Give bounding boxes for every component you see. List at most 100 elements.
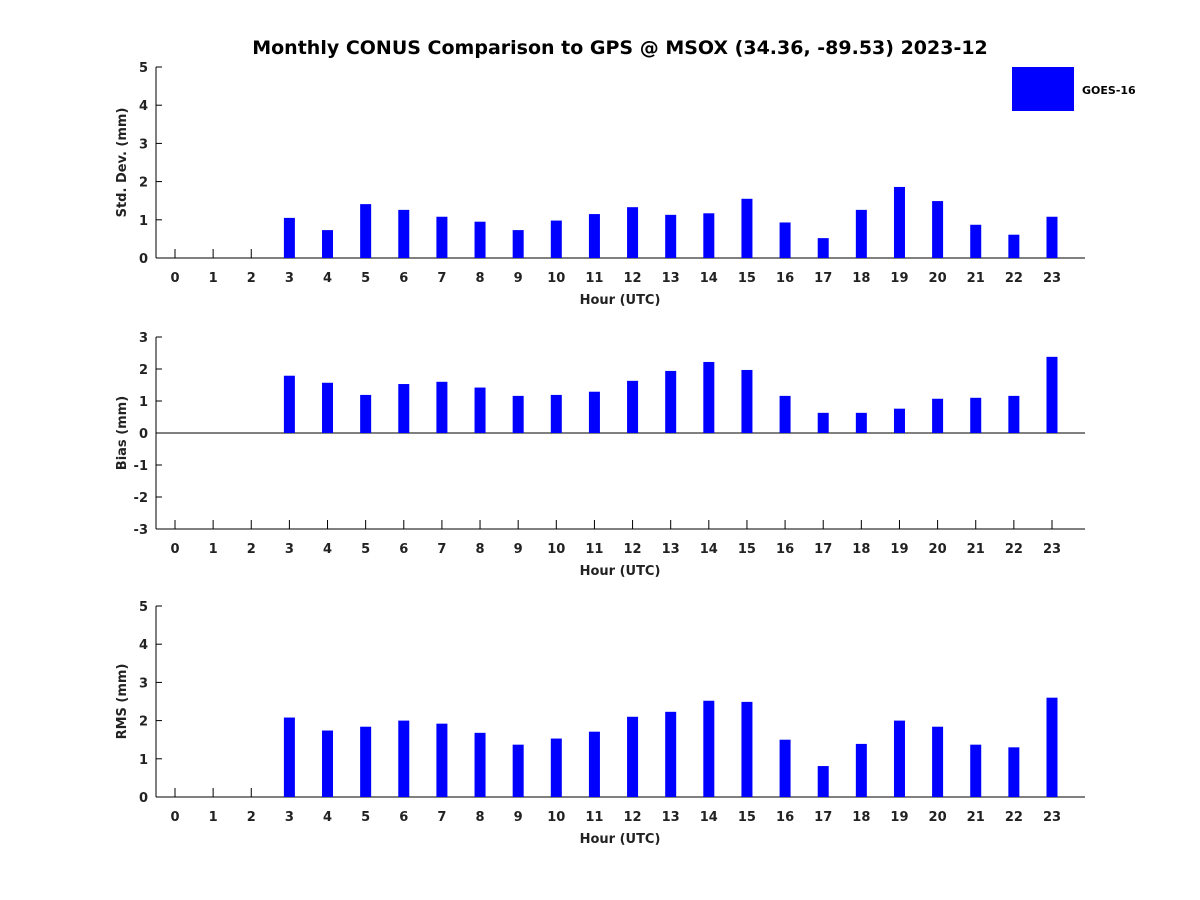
std-dev-x-tick-label: 5 — [361, 271, 370, 286]
std-dev-x-tick-label: 10 — [547, 271, 565, 286]
bias-y-tick-label: 3 — [139, 331, 148, 346]
rms-x-tick-label: 15 — [738, 810, 756, 825]
std-dev-bar — [398, 209, 410, 258]
bias-x-tick-label: 2 — [247, 542, 256, 557]
bias-y-tick-label: -3 — [134, 523, 148, 538]
bias-bar — [1046, 356, 1058, 433]
std-dev-bar — [703, 213, 715, 258]
rms-bar — [322, 730, 334, 797]
bias-x-tick-label: 0 — [170, 542, 179, 557]
rms-x-tick-label: 4 — [323, 810, 332, 825]
bias-bar — [512, 395, 524, 433]
bias-bar — [970, 397, 982, 433]
bias-x-tick-label: 12 — [624, 542, 642, 557]
rms-y-tick-label: 0 — [139, 791, 148, 806]
std-dev-x-tick-label: 22 — [1005, 271, 1023, 286]
bias-x-tick-label: 8 — [476, 542, 485, 557]
std-dev-bar — [588, 214, 600, 258]
rms-bar — [932, 726, 944, 797]
rms-y-axis-label: RMS (mm) — [115, 664, 130, 740]
rms-bar — [283, 717, 295, 797]
bias-x-tick-label: 13 — [662, 542, 680, 557]
bias-x-tick-label: 18 — [852, 542, 870, 557]
rms-bar — [703, 700, 715, 797]
std-dev-bar — [817, 238, 829, 258]
bias-bar — [550, 394, 562, 433]
std-dev-bar — [741, 198, 753, 258]
rms-x-tick-label: 6 — [399, 810, 408, 825]
std-dev-x-tick-label: 11 — [585, 271, 603, 286]
rms-bar — [1008, 747, 1020, 797]
rms-x-tick-label: 18 — [852, 810, 870, 825]
rms-bar — [779, 739, 791, 797]
bias-bar — [322, 382, 334, 433]
chart-title: Monthly CONUS Comparison to GPS @ MSOX (… — [252, 37, 988, 59]
bias-x-tick-label: 5 — [361, 542, 370, 557]
rms-x-tick-label: 5 — [361, 810, 370, 825]
std-dev-x-tick-label: 6 — [399, 271, 408, 286]
std-dev-x-tick-label: 14 — [700, 271, 718, 286]
std-dev-y-tick-label: 3 — [139, 137, 148, 152]
bias-bar — [588, 391, 600, 433]
rms-x-tick-label: 7 — [437, 810, 446, 825]
std-dev-bar — [1046, 216, 1058, 258]
rms-x-tick-label: 16 — [776, 810, 794, 825]
rms-bar — [665, 711, 677, 797]
bias-x-tick-label: 6 — [399, 542, 408, 557]
rms-x-tick-label: 0 — [170, 810, 179, 825]
bias-x-tick-label: 11 — [585, 542, 603, 557]
std-dev-bar — [283, 217, 295, 258]
std-dev-bar — [627, 207, 639, 258]
rms-bar — [627, 716, 639, 797]
bias-x-tick-label: 14 — [700, 542, 718, 557]
std-dev-x-tick-label: 16 — [776, 271, 794, 286]
bias-y-axis-label: Bias (mm) — [115, 396, 130, 470]
bias-y-tick-label: 0 — [139, 427, 148, 442]
bias-bar — [436, 381, 448, 433]
bias-bar — [893, 408, 905, 433]
rms-x-tick-label: 2 — [247, 810, 256, 825]
rms-bar — [436, 723, 448, 797]
bias-bar — [932, 398, 944, 433]
rms-x-tick-label: 12 — [624, 810, 642, 825]
bias-x-tick-label: 23 — [1043, 542, 1061, 557]
bias-bar — [665, 370, 677, 433]
std-dev-x-tick-label: 19 — [890, 271, 908, 286]
rms-bar — [893, 720, 905, 797]
std-dev-x-tick-label: 21 — [967, 271, 985, 286]
std-dev-x-tick-label: 15 — [738, 271, 756, 286]
rms-x-tick-label: 22 — [1005, 810, 1023, 825]
std-dev-y-tick-label: 1 — [139, 214, 148, 229]
std-dev-bar — [893, 186, 905, 258]
bias-bar — [779, 395, 791, 433]
rms-y-tick-label: 1 — [139, 753, 148, 768]
std-dev-x-tick-label: 17 — [814, 271, 832, 286]
std-dev-x-tick-label: 18 — [852, 271, 870, 286]
std-dev-bar — [474, 221, 486, 258]
std-dev-x-tick-label: 2 — [247, 271, 256, 286]
rms-x-tick-label: 13 — [662, 810, 680, 825]
legend-label: GOES-16 — [1082, 84, 1136, 97]
std-dev-y-tick-label: 5 — [139, 61, 148, 76]
std-dev-bar — [779, 222, 791, 258]
std-dev-bar — [932, 201, 944, 258]
bias-y-tick-label: -2 — [134, 491, 148, 506]
rms-bar — [474, 732, 486, 797]
rms-x-tick-label: 3 — [285, 810, 294, 825]
rms-x-tick-label: 14 — [700, 810, 718, 825]
bias-y-tick-label: -1 — [134, 459, 148, 474]
bias-y-tick-label: 1 — [139, 395, 148, 410]
std-dev-bar — [436, 216, 448, 258]
rms-x-tick-label: 19 — [890, 810, 908, 825]
bias-bar — [703, 361, 715, 433]
std-dev-x-tick-label: 9 — [514, 271, 523, 286]
rms-bar — [855, 743, 867, 797]
bias-x-tick-label: 9 — [514, 542, 523, 557]
std-dev-y-tick-label: 4 — [139, 99, 148, 114]
rms-x-tick-label: 11 — [585, 810, 603, 825]
std-dev-bar — [855, 209, 867, 258]
